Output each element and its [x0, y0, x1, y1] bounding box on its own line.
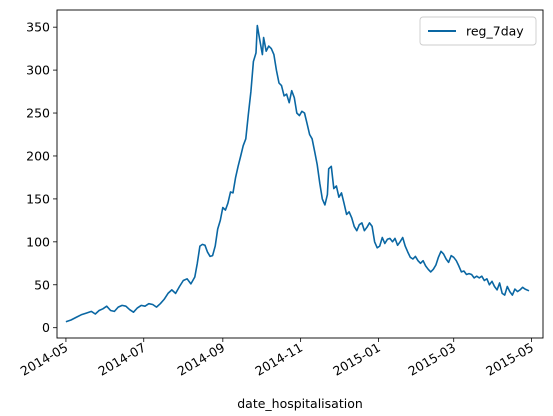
x-tick-label: 2014-09 [175, 340, 228, 379]
x-axis-label: date_hospitalisation [237, 396, 363, 411]
y-tick-label: 50 [34, 277, 50, 292]
x-tick-label: 2014-07 [96, 340, 149, 379]
y-tick-label: 200 [26, 148, 50, 163]
legend-label-reg-7day: reg_7day [466, 24, 524, 39]
y-tick-label: 150 [26, 191, 50, 206]
line-layer [65, 24, 530, 323]
y-tick-label: 100 [26, 234, 50, 249]
x-tick-label: 2015-01 [330, 340, 383, 379]
x-tick-label: 2015-03 [405, 340, 458, 379]
plot-frame [56, 9, 544, 339]
series-line-reg-7day [65, 24, 530, 323]
x-tick-label: 2015-05 [483, 340, 536, 379]
legend: reg_7day [419, 16, 537, 46]
y-tick-label: 250 [26, 106, 50, 121]
x-tick-label: 2014-05 [18, 340, 71, 379]
x-tick-label: 2014-11 [252, 340, 305, 379]
y-tick-label: 300 [26, 63, 50, 78]
legend-box [419, 16, 537, 46]
y-tick-label: 0 [42, 320, 50, 335]
y-tick-label: 350 [26, 20, 50, 35]
